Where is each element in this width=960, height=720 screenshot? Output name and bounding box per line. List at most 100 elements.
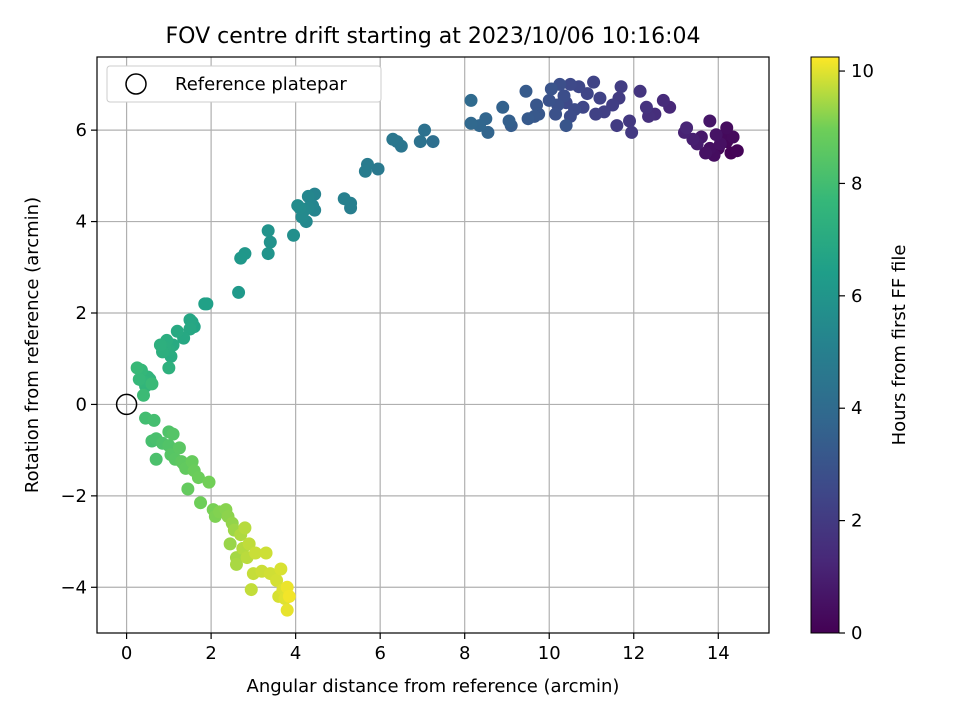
data-point [153,338,167,352]
data-point [259,546,273,560]
data-point [426,135,440,149]
legend-label: Reference platepar [175,74,347,95]
data-point [183,313,197,327]
chart-title: FOV centre drift starting at 2023/10/06 … [166,24,701,49]
data-point [229,557,243,571]
colorbar-tick-label: 8 [851,173,862,194]
data-point [418,123,432,137]
reference-platepar-marker [115,393,138,416]
data-point [544,82,558,96]
data-point [232,285,246,299]
x-axis-label: Angular distance from reference (arcmin) [247,676,620,697]
colorbar [810,56,840,634]
data-point [563,77,577,91]
y-tick-label: 6 [76,120,87,141]
data-point [162,361,176,375]
data-point [287,228,301,242]
colorbar-ticks: 0 2 4 6 8 10 [839,61,874,644]
data-point [623,114,637,128]
data-point [358,164,372,178]
data-point [709,128,723,142]
colorbar-label: Hours from first FF file [889,245,910,446]
data-points [115,75,744,617]
data-point [191,471,205,485]
data-point [587,75,601,89]
data-point [521,112,535,126]
y-tick-label: 2 [76,303,87,324]
y-axis-ticks: −4 −2 0 2 4 6 [60,120,97,598]
data-point [198,297,212,311]
data-point [625,125,639,139]
data-point [149,452,163,466]
data-point [147,413,161,427]
legend: Reference platepar [106,65,382,103]
data-point [194,496,208,510]
data-point [261,224,275,238]
data-point [202,475,216,489]
data-point [386,132,400,146]
data-point [301,189,315,203]
y-tick-label: 0 [76,394,87,415]
data-point [136,388,150,402]
data-point [261,247,275,261]
data-point [633,84,647,98]
data-point [234,251,248,265]
data-point [371,162,385,176]
y-tick-label: −2 [60,486,87,507]
data-point [549,107,563,121]
data-point [699,146,713,160]
colorbar-tick-label: 2 [851,511,862,532]
data-point [223,537,237,551]
y-tick-label: −4 [60,577,87,598]
data-point [610,119,624,133]
data-point [170,324,184,338]
data-point [145,377,159,391]
data-point [166,427,180,441]
data-point [559,119,573,133]
data-point [282,589,296,603]
data-point [263,235,277,249]
legend-marker-open-circle [125,73,147,95]
data-point [248,546,262,560]
data-point [181,482,195,496]
x-tick-label: 10 [538,643,561,664]
data-point [244,583,258,597]
x-tick-label: 12 [622,643,645,664]
colorbar-tick-label: 10 [851,61,874,82]
data-point [726,130,740,144]
colorbar-tick-label: 4 [851,398,862,419]
data-point [242,537,256,551]
data-point [183,322,197,336]
data-point [730,144,744,158]
data-point [542,93,556,107]
data-point [639,100,653,114]
x-tick-label: 8 [459,643,470,664]
data-point [464,116,478,130]
data-point [413,135,427,149]
data-point [130,361,144,375]
data-point [280,603,294,617]
data-point [502,114,516,128]
x-axis-ticks: 0 2 4 6 8 10 12 14 [121,633,730,664]
y-axis-label: Rotation from reference (arcmin) [22,197,43,493]
grid-lines [97,57,769,633]
data-point [589,107,603,121]
colorbar-tick-label: 0 [851,623,862,644]
plot-area-frame [96,56,770,634]
data-point [720,121,734,135]
data-point [496,100,510,114]
legend-box [106,65,382,103]
x-tick-label: 14 [707,643,730,664]
colorbar-tick-label: 6 [851,286,862,307]
data-point [557,89,571,103]
data-point [703,114,717,128]
data-point [519,84,533,98]
data-point [238,521,252,535]
y-tick-label: 4 [76,212,87,233]
x-tick-label: 4 [290,643,301,664]
data-point [614,80,628,94]
data-point [680,121,694,135]
x-tick-label: 6 [374,643,385,664]
data-point [464,93,478,107]
